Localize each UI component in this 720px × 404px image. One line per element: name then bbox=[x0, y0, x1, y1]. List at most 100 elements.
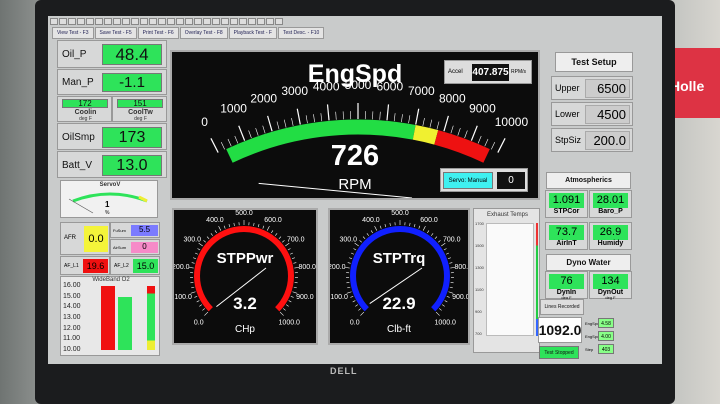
test-status-button[interactable]: Test Stopped bbox=[539, 346, 579, 359]
stppwr-tick bbox=[290, 252, 293, 255]
toolbar-button-icon[interactable] bbox=[95, 18, 103, 25]
toolbar-button-icon[interactable] bbox=[212, 18, 220, 25]
engspd-tick bbox=[386, 104, 390, 121]
engspd-tick bbox=[262, 125, 266, 134]
stppwr-tick bbox=[214, 230, 217, 234]
stppwr-tick bbox=[203, 240, 206, 243]
engspd-tick bbox=[470, 125, 478, 141]
upper-value[interactable]: 6500 bbox=[585, 79, 630, 98]
tab-0[interactable]: View Test - F3 bbox=[52, 27, 94, 39]
toolbar-button-icon[interactable] bbox=[104, 18, 112, 25]
label: Man_P bbox=[62, 77, 94, 88]
wideband-tick: 11.00 bbox=[63, 335, 80, 343]
tab-4[interactable]: Playback Test - F bbox=[228, 27, 277, 39]
unit: deg F bbox=[561, 295, 572, 300]
toolbar-button-icon[interactable] bbox=[149, 18, 157, 25]
toolbar-button-icon[interactable] bbox=[113, 18, 121, 25]
label: AF_L2 bbox=[114, 263, 129, 269]
stppwr-tick bbox=[266, 225, 270, 231]
toolbar-button-icon[interactable] bbox=[248, 18, 256, 25]
toolbar-button-icon[interactable] bbox=[275, 18, 283, 25]
stptrq-tick-label: 1000.0 bbox=[435, 319, 457, 326]
stppwr-tick bbox=[193, 257, 197, 260]
unit: deg F bbox=[605, 295, 616, 300]
stptrq-tick bbox=[443, 248, 447, 251]
toolbar-button-icon[interactable] bbox=[77, 18, 85, 25]
oilsmp-panel: OilSmp 173 bbox=[57, 123, 167, 150]
toolbar-button-icon[interactable] bbox=[140, 18, 148, 25]
baro_p-value: 28.01 bbox=[593, 193, 628, 208]
stppwr-tick bbox=[293, 286, 297, 289]
toolbar-button-icon[interactable] bbox=[86, 18, 94, 25]
stpsiz-value[interactable]: 200.0 bbox=[585, 131, 630, 150]
oil-p-panel: Oil_P 48.4 bbox=[57, 40, 167, 68]
tab-1[interactable]: Save Test - F5 bbox=[94, 27, 137, 39]
engspd-tick bbox=[415, 108, 420, 125]
engspd-tick-label: 3000 bbox=[281, 84, 308, 98]
exhaust-temps-chart: Exhaust Temps 1700 1500 1300 1100 900 700 bbox=[473, 208, 540, 353]
tab-5[interactable]: Test Desc. - F10 bbox=[277, 27, 325, 39]
engspd-tick-label: 9000 bbox=[469, 102, 496, 116]
toolbar-button-icon[interactable] bbox=[185, 18, 193, 25]
toolbar-button-icon[interactable] bbox=[176, 18, 184, 25]
stptrq-tick-label: 900.0 bbox=[452, 294, 468, 301]
stppwr-tick bbox=[287, 248, 291, 251]
servo-mode-button[interactable]: Servo: Manual bbox=[443, 172, 493, 189]
toolbar-button-icon[interactable] bbox=[239, 18, 247, 25]
engspd-tick bbox=[248, 130, 252, 139]
toolbar-button-icon[interactable] bbox=[122, 18, 130, 25]
servo-value: 0 bbox=[497, 172, 525, 189]
toolbar-button-icon[interactable] bbox=[257, 18, 265, 25]
accel-value: 407.875 bbox=[472, 64, 509, 81]
toolbar-button-icon[interactable] bbox=[59, 18, 67, 25]
batt-v-value: 13.0 bbox=[102, 155, 162, 176]
stptrq-tick bbox=[389, 222, 391, 226]
toolbar-button-icon[interactable] bbox=[131, 18, 139, 25]
mini-label: Step bbox=[585, 347, 594, 352]
label: Oil_P bbox=[62, 49, 87, 60]
engspd-tick-label: 7000 bbox=[408, 84, 435, 98]
engspd-tick-label: 0 bbox=[201, 115, 208, 129]
toolbar-button-icon[interactable] bbox=[266, 18, 274, 25]
afr-panel: AFR 0.0 bbox=[60, 222, 110, 255]
stptrq-tick-label: 700.0 bbox=[443, 236, 461, 243]
stppwr-tick-label: 100.0 bbox=[174, 294, 192, 301]
label: ServoV bbox=[99, 182, 121, 188]
stppwr-gauge: 0.0 100.0 200.0 300.0 400.0 500.0 600.0 700.0 80… bbox=[172, 208, 318, 345]
stppwr-tick bbox=[197, 248, 201, 251]
dyno-water-header: Dyno Water bbox=[546, 254, 631, 271]
stppwr-tick bbox=[206, 236, 210, 240]
label: DynIn bbox=[556, 289, 577, 296]
stppwr-tick bbox=[292, 291, 298, 294]
toolbar-button-icon[interactable] bbox=[230, 18, 238, 25]
stptrq-tick bbox=[448, 291, 454, 294]
tab-3[interactable]: Overlay Test - F8 bbox=[179, 27, 228, 39]
stptrq-tick bbox=[413, 224, 416, 228]
exhaust-title: Exhaust Temps bbox=[487, 212, 528, 218]
toolbar-button-icon[interactable] bbox=[221, 18, 229, 25]
toolbar-button-icon[interactable] bbox=[194, 18, 202, 25]
toolbar-button-icon[interactable] bbox=[50, 18, 58, 25]
engspd-tick bbox=[276, 121, 280, 130]
toolbar-button-icon[interactable] bbox=[167, 18, 175, 25]
toolbar-button-icon[interactable] bbox=[68, 18, 76, 25]
stppwr-tick bbox=[257, 224, 260, 228]
af-l1-value: 19.6 bbox=[83, 259, 108, 273]
stppwr-tick bbox=[199, 304, 202, 307]
engspd-green-band bbox=[226, 119, 416, 163]
tab-bar: View Test - F3 Save Test - F5 Print Test -… bbox=[52, 27, 325, 39]
engspd-gauge: 0 1000 2000 3000 4000 5000 6000 7000 8000 9000 100… bbox=[170, 50, 540, 200]
test-setup-button[interactable]: Test Setup bbox=[555, 52, 633, 72]
stppwr-tick bbox=[204, 311, 209, 316]
stppwr-tick-label: 200.0 bbox=[174, 264, 190, 271]
tab-2[interactable]: Print Test - F6 bbox=[137, 27, 179, 39]
wideband-tick: 12.00 bbox=[63, 324, 81, 332]
stptrq-tick bbox=[374, 225, 378, 231]
man-p-panel: Man_P -1.1 bbox=[57, 69, 167, 95]
stppwr-tick bbox=[218, 225, 222, 231]
label: Upper bbox=[555, 83, 580, 93]
toolbar-button-icon[interactable] bbox=[158, 18, 166, 25]
engspd-unit: RPM bbox=[338, 176, 372, 193]
toolbar-button-icon[interactable] bbox=[203, 18, 211, 25]
lower-value[interactable]: 4500 bbox=[585, 105, 630, 124]
